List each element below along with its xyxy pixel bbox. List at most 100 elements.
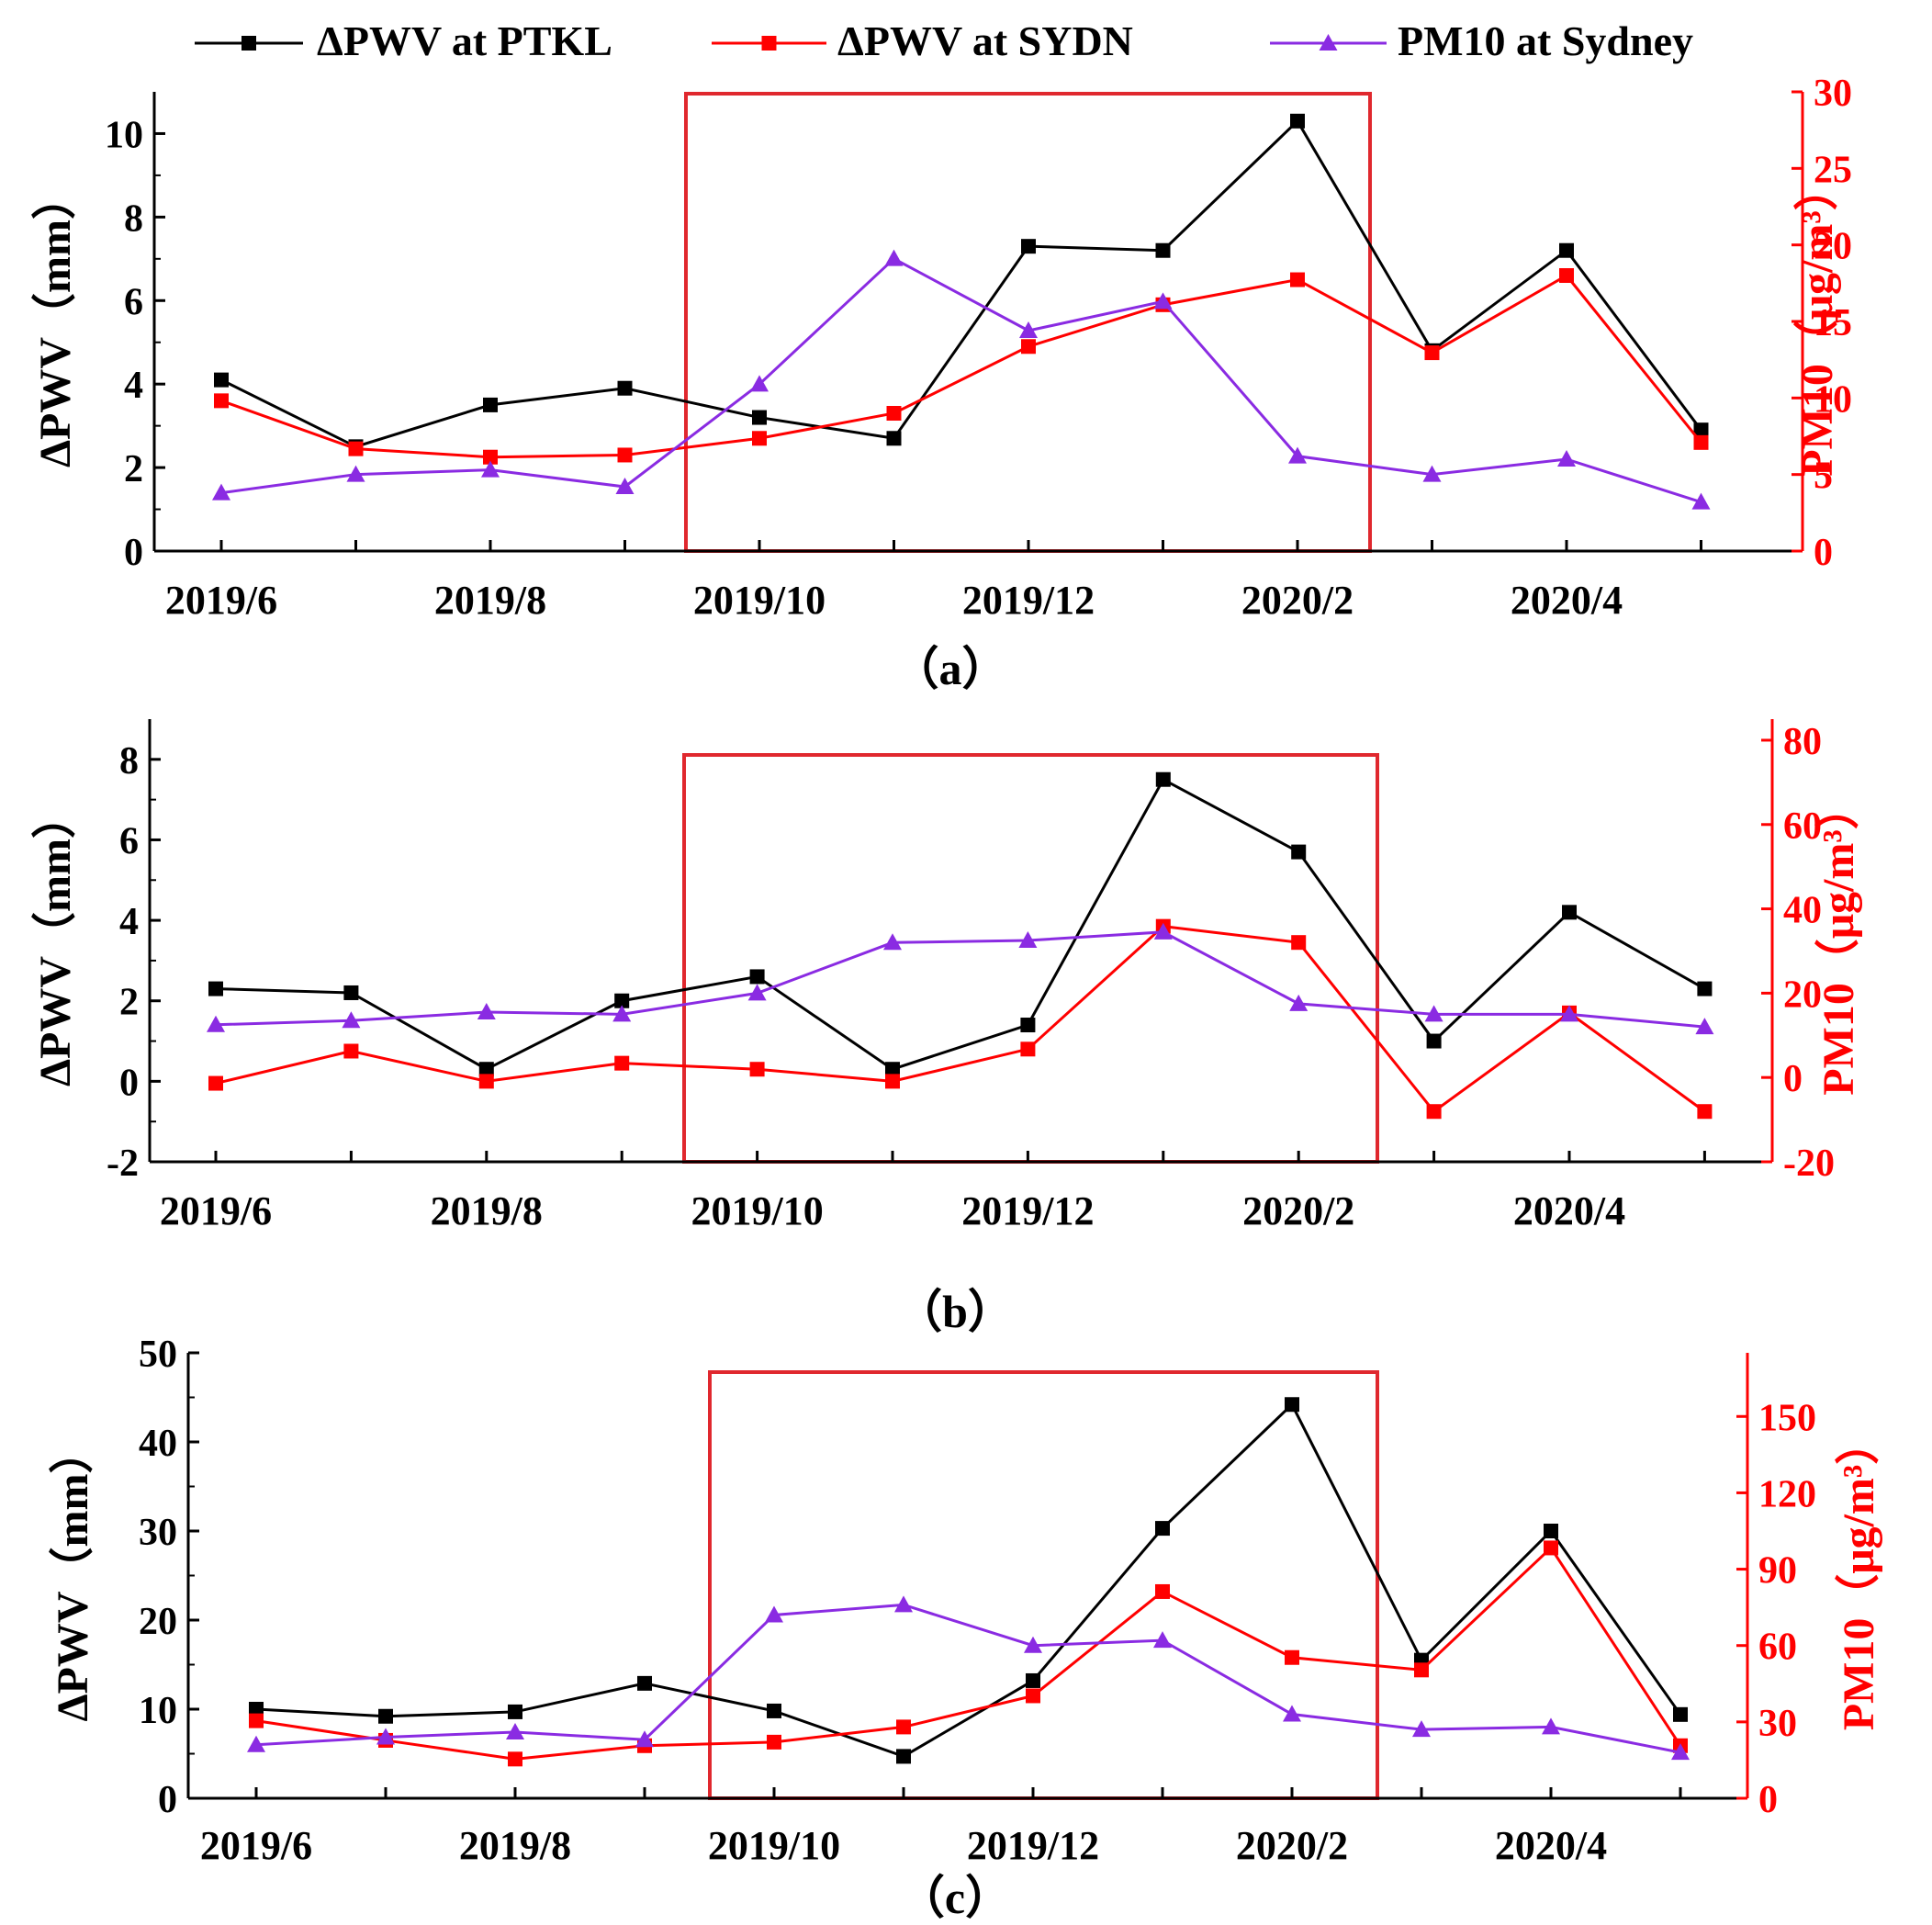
- data-point: [767, 1703, 781, 1718]
- data-point: [1290, 113, 1305, 129]
- y2-tick-label: 0: [1783, 1058, 1803, 1100]
- data-point: [483, 449, 498, 465]
- series-line: [215, 777, 1706, 1071]
- data-point: [1288, 446, 1307, 464]
- y-tick-label: 50: [139, 1334, 177, 1376]
- y2-tick-label: 60: [1758, 1627, 1797, 1669]
- data-point: [342, 1011, 361, 1029]
- data-point: [214, 372, 229, 388]
- data-point: [1155, 1521, 1170, 1537]
- data-point: [508, 1751, 522, 1767]
- x-tick-label: 2020/4: [1495, 1823, 1607, 1868]
- data-point: [765, 1605, 783, 1623]
- data-point: [1559, 242, 1574, 258]
- y2-axis-title: PM10（μg/m³）: [1793, 166, 1842, 477]
- panel-a: 0 2 4 6 8 10 0 5 10 15 20 25 30 2019/6 2019/8 2019/10 20…: [31, 73, 1852, 694]
- data-point: [1673, 1706, 1688, 1722]
- y-tick-label: 4: [119, 901, 139, 943]
- data-point: [376, 1728, 395, 1745]
- data-point: [896, 1749, 911, 1764]
- y2-axis-title: PM10（μg/m³）: [1814, 785, 1863, 1096]
- data-point: [1291, 935, 1307, 951]
- data-point: [1021, 239, 1036, 254]
- x-tick-label: 2020/4: [1513, 1188, 1625, 1233]
- series-line: [220, 256, 1702, 504]
- series-line: [255, 1546, 1682, 1761]
- highlight-box: [682, 753, 1379, 1164]
- y-tick-label: 0: [119, 1062, 139, 1104]
- data-point: [1155, 771, 1171, 787]
- y2-tick-label: 90: [1758, 1550, 1797, 1593]
- data-point: [1695, 1018, 1714, 1035]
- y2-tick-label: 20: [1814, 226, 1852, 268]
- x-tick-label: 2020/2: [1236, 1823, 1348, 1868]
- data-point: [346, 465, 365, 482]
- data-point: [343, 1043, 359, 1059]
- x-tick-label: 2019/8: [431, 1188, 543, 1233]
- data-point: [1412, 1720, 1431, 1738]
- data-point: [1155, 1583, 1170, 1599]
- data-point: [1289, 994, 1309, 1011]
- y-tick-label: 40: [139, 1423, 177, 1465]
- data-point: [885, 1074, 900, 1089]
- data-point: [1019, 321, 1038, 338]
- x-tick-label: 2019/6: [165, 578, 277, 623]
- data-point: [1426, 1104, 1442, 1120]
- data-point: [885, 1062, 900, 1077]
- y2-tick-label: 60: [1783, 805, 1822, 848]
- y2-tick-label: 40: [1783, 890, 1822, 932]
- x-tick-label: 2019/12: [962, 578, 1095, 623]
- series-line: [220, 274, 1702, 459]
- data-point: [348, 441, 364, 456]
- y2-tick-label: 30: [1814, 73, 1852, 115]
- data-point: [1153, 922, 1173, 940]
- y2-tick-label: 150: [1758, 1397, 1816, 1439]
- data-point: [612, 1005, 632, 1022]
- legend-label: ΔPWV at PTKL: [317, 17, 612, 64]
- data-point: [1560, 1005, 1578, 1022]
- data-point: [1559, 268, 1574, 283]
- y2-tick-label: 5: [1814, 456, 1833, 498]
- data-point: [1026, 1688, 1040, 1704]
- data-point: [1153, 1631, 1172, 1649]
- data-point: [247, 1735, 265, 1752]
- data-point: [1691, 492, 1711, 510]
- data-point: [214, 393, 229, 409]
- series-line: [215, 925, 1706, 1114]
- data-point: [378, 1708, 393, 1724]
- y-tick-label: -2: [107, 1143, 139, 1185]
- y-tick-label: 10: [105, 114, 143, 156]
- panel-c: 0 10 20 30 40 50 0 30 60 90 120 150 2019/6 2019/8 2019…: [49, 1334, 1883, 1923]
- data-point: [249, 1713, 264, 1728]
- y-tick-label: 8: [119, 740, 139, 782]
- data-point: [478, 1062, 494, 1077]
- y-tick-label: 30: [139, 1512, 177, 1554]
- x-tick-label: 2020/2: [1242, 1188, 1354, 1233]
- data-point: [1285, 1649, 1299, 1665]
- panel-caption: （b）: [896, 1286, 1014, 1337]
- data-point: [1544, 1524, 1558, 1538]
- data-point: [749, 1062, 765, 1077]
- data-point: [767, 1734, 781, 1750]
- data-point: [506, 1722, 524, 1739]
- data-point: [1291, 844, 1307, 860]
- y-tick-label: 2: [119, 982, 139, 1024]
- data-point: [752, 431, 767, 446]
- y2-tick-label: 120: [1758, 1473, 1816, 1515]
- y2-tick-label: -20: [1783, 1143, 1835, 1185]
- data-point: [208, 1075, 223, 1091]
- data-point: [1697, 1104, 1713, 1120]
- series-line: [220, 118, 1702, 448]
- data-point: [1020, 1041, 1036, 1057]
- legend-marker: [761, 36, 777, 51]
- x-tick-label: 2019/12: [961, 1188, 1094, 1233]
- data-point: [1153, 292, 1173, 310]
- data-point: [1424, 345, 1440, 361]
- data-point: [208, 981, 223, 996]
- data-point: [343, 985, 359, 1000]
- y-tick-label: 2: [124, 448, 143, 490]
- data-point: [478, 1074, 494, 1089]
- data-point: [886, 406, 902, 421]
- y2-axis-title: PM10（μg/m³）: [1835, 1421, 1883, 1731]
- data-point: [750, 375, 769, 392]
